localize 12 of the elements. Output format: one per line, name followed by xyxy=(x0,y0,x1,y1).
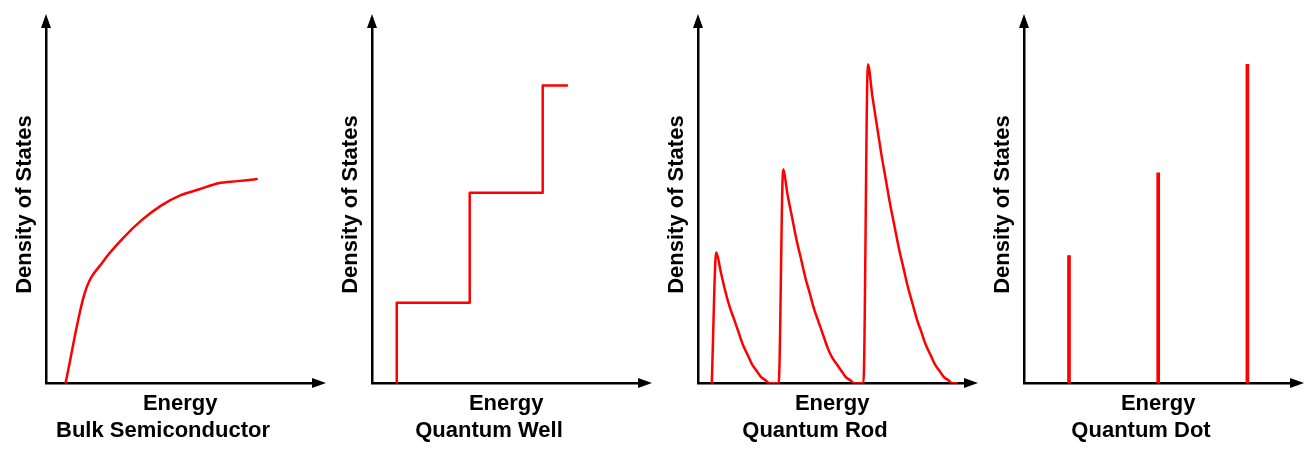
x-axis-title: Energy xyxy=(468,390,545,416)
y-axis-title: Density of States xyxy=(989,115,1015,294)
x-axis-title: Energy xyxy=(794,390,871,416)
text: Quantum Dot xyxy=(1071,416,1212,442)
y-axis-title: Density of States xyxy=(337,115,363,294)
y-axis-title: Density of States xyxy=(11,115,37,294)
x-axis-title: Energy xyxy=(1120,390,1197,416)
text: Quantum Rod xyxy=(742,416,888,442)
x-axis-title: Energy xyxy=(142,390,219,416)
text: Quantum Well xyxy=(415,416,563,442)
y-axis-title: Density of States xyxy=(663,115,689,294)
text: Bulk Semiconductor xyxy=(56,416,271,442)
